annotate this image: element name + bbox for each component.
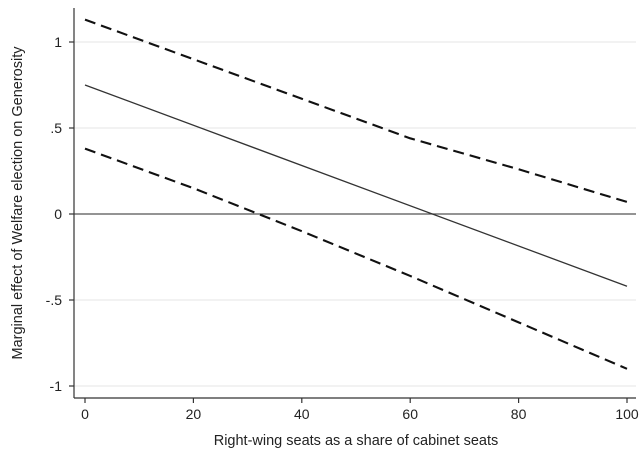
y-axis-title: Marginal effect of Welfare election on G… (10, 46, 26, 360)
lower-confidence-bound-line (84, 147, 628, 370)
x-tick-label: 20 (186, 406, 202, 422)
x-tick-label: 0 (81, 406, 89, 422)
y-tick-label: 0 (54, 206, 62, 222)
upper-confidence-bound-line (84, 18, 628, 203)
x-tick-label: 40 (294, 406, 310, 422)
x-tick-label: 60 (402, 406, 418, 422)
y-tick-label: -1 (50, 378, 63, 394)
x-tick-label: 80 (511, 406, 527, 422)
x-tick-label: 100 (615, 406, 639, 422)
y-tick-label: 1 (54, 34, 62, 50)
y-tick-label: .5 (50, 120, 62, 136)
series-lines (84, 18, 628, 370)
x-axis-title: Right-wing seats as a share of cabinet s… (214, 433, 499, 449)
axes: 1 .5 0 -.5 -1 0 20 40 60 80 100 (46, 8, 639, 422)
y-tick-label: -.5 (46, 292, 63, 308)
marginal-effect-line (84, 84, 628, 287)
